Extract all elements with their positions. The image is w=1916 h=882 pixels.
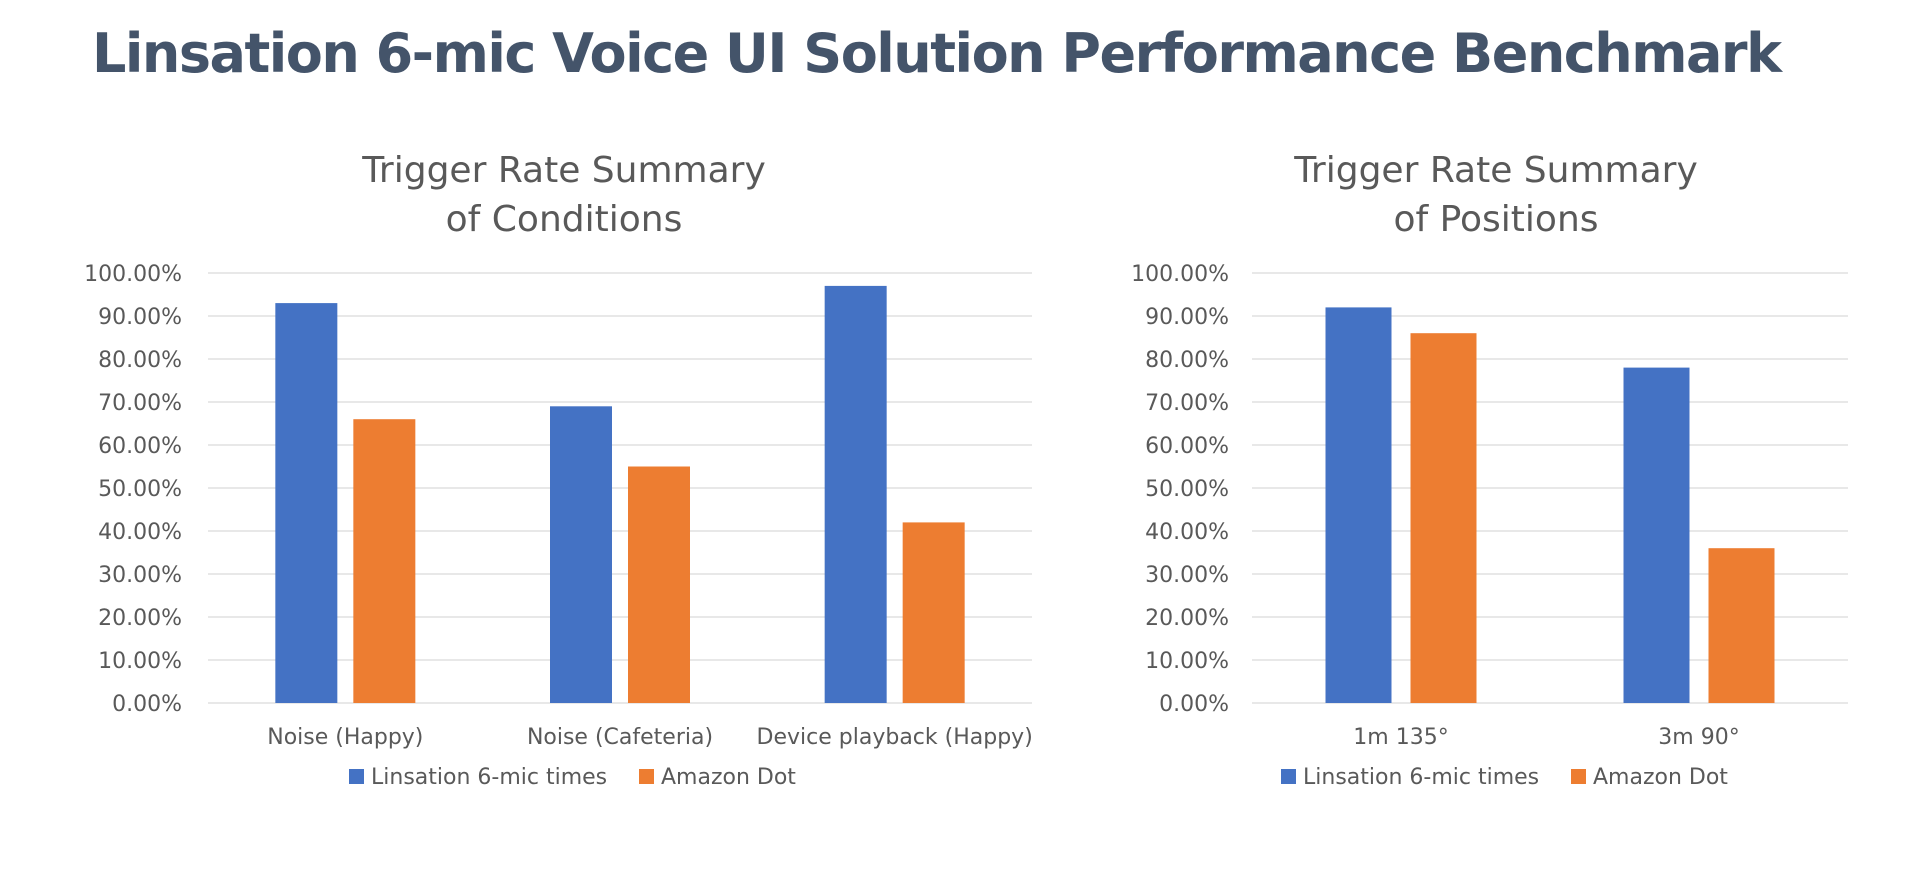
chart2-y-tick-label: 40.00% xyxy=(1145,520,1229,545)
chart1-y-tick-label: 40.00% xyxy=(98,520,182,545)
chart2-y-tick-label: 0.00% xyxy=(1159,692,1229,717)
chart1-title-line-1: Trigger Rate Summary xyxy=(361,150,766,191)
chart1-category-label: Noise (Happy) xyxy=(267,725,423,750)
chart1-legend-swatch-1 xyxy=(349,769,364,784)
chart2-legend-label-1: Linsation 6-mic times xyxy=(1303,765,1539,790)
chart1-y-tick-label: 0.00% xyxy=(112,692,182,717)
chart2-y-tick-label: 10.00% xyxy=(1145,649,1229,674)
chart2-legend-swatch-2 xyxy=(1571,769,1586,784)
chart2-title-line-1: Trigger Rate Summary xyxy=(1293,150,1698,191)
chart2-y-tick-label: 60.00% xyxy=(1145,434,1229,459)
chart1-title-line-2: of Conditions xyxy=(446,199,683,240)
chart1-category-label: Noise (Cafeteria) xyxy=(527,725,713,750)
chart1-y-tick-label: 60.00% xyxy=(98,434,182,459)
page-title: Linsation 6-mic Voice UI Solution Perfor… xyxy=(92,22,1782,85)
chart1-legend-label-1: Linsation 6-mic times xyxy=(371,765,607,790)
chart2-category-label: 1m 135° xyxy=(1353,725,1448,750)
chart1-bar-2 xyxy=(902,522,965,703)
chart1-y-tick-label: 80.00% xyxy=(98,348,182,373)
chart2-bar-1 xyxy=(1325,307,1392,703)
chart2-bar-2 xyxy=(1410,333,1477,703)
chart2-y-tick-label: 30.00% xyxy=(1145,563,1229,588)
chart2-y-tick-label: 80.00% xyxy=(1145,348,1229,373)
chart1-bar-1 xyxy=(824,285,887,703)
chart2-title-line-2: of Positions xyxy=(1393,199,1598,240)
chart1-y-tick-label: 100.00% xyxy=(84,262,182,287)
chart1-y-tick-label: 90.00% xyxy=(98,305,182,330)
chart2-y-tick-label: 70.00% xyxy=(1145,391,1229,416)
chart2-y-tick-label: 90.00% xyxy=(1145,305,1229,330)
chart2-y-tick-label: 100.00% xyxy=(1131,262,1229,287)
chart1-y-tick-label: 20.00% xyxy=(98,606,182,631)
chart1-bar-1 xyxy=(550,406,612,703)
chart2-y-tick-label: 50.00% xyxy=(1145,477,1229,502)
chart1-bar-1 xyxy=(275,303,338,703)
chart1-legend-label-2: Amazon Dot xyxy=(661,765,796,790)
chart1-category-label: Device playback (Happy) xyxy=(757,725,1033,750)
chart1-y-tick-label: 10.00% xyxy=(98,649,182,674)
chart1-y-tick-label: 30.00% xyxy=(98,563,182,588)
chart1-bar-2 xyxy=(628,466,690,703)
chart1-y-tick-label: 70.00% xyxy=(98,391,182,416)
chart2-y-tick-label: 20.00% xyxy=(1145,606,1229,631)
chart1-bar-2 xyxy=(353,419,416,703)
chart2-bar-1 xyxy=(1623,367,1690,703)
chart1-y-tick-label: 50.00% xyxy=(98,477,182,502)
chart2-bar-2 xyxy=(1708,548,1775,703)
chart2-legend-label-2: Amazon Dot xyxy=(1593,765,1728,790)
chart1-legend-swatch-2 xyxy=(639,769,654,784)
chart2-category-label: 3m 90° xyxy=(1658,725,1739,750)
chart2-legend-swatch-1 xyxy=(1281,769,1296,784)
